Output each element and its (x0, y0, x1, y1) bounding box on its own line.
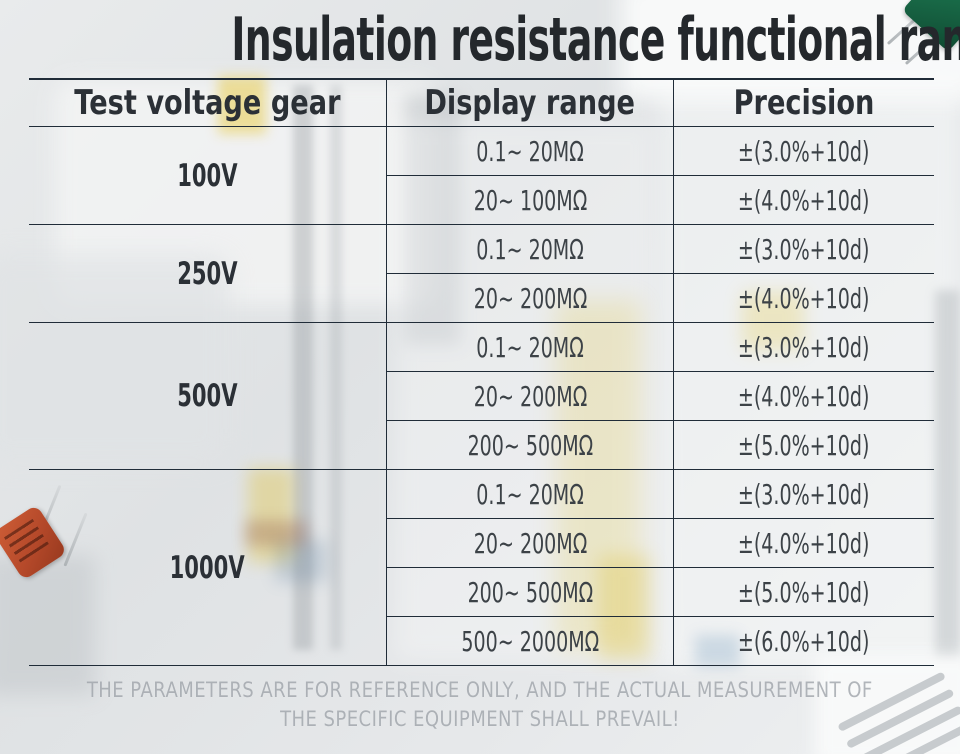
range-cell: 500~ 2000MΩ (387, 617, 674, 666)
precision-cell: ±(4.0%+10d) (674, 519, 934, 568)
disclaimer-line-2: THE SPECIFIC EQUIPMENT SHALL PREVAIL! (280, 707, 680, 732)
range-cell: 0.1~ 20MΩ (387, 127, 674, 176)
precision-cell: ±(4.0%+10d) (674, 176, 934, 225)
voltage-group-cell-1000v: 1000V (29, 470, 387, 666)
voltage-group-cell-500v: 500V (29, 323, 387, 470)
precision-cell: ±(3.0%+10d) (674, 323, 934, 372)
disclaimer-line-1: THE PARAMETERS ARE FOR REFERENCE ONLY, A… (87, 678, 873, 703)
range-cell: 0.1~ 20MΩ (387, 225, 674, 274)
range-cell: 20~ 200MΩ (387, 372, 674, 421)
header-cell-precision: Precision (674, 80, 934, 127)
range-cell: 0.1~ 20MΩ (387, 470, 674, 519)
voltage-group-cell-250v: 250V (29, 225, 387, 323)
range-cell: 20~ 100MΩ (387, 176, 674, 225)
disclaimer-text: THE PARAMETERS ARE FOR REFERENCE ONLY, A… (0, 676, 960, 734)
precision-cell: ±(5.0%+10d) (674, 568, 934, 617)
precision-cell: ±(3.0%+10d) (674, 225, 934, 274)
precision-cell: ±(5.0%+10d) (674, 421, 934, 470)
header-cell-test-voltage-gear: Test voltage gear (29, 80, 387, 127)
range-cell: 20~ 200MΩ (387, 519, 674, 568)
header-cell-display-range: Display range (387, 80, 674, 127)
precision-cell: ±(4.0%+10d) (674, 372, 934, 421)
spec-table: Test voltage gear Display range Precisio… (29, 78, 934, 666)
range-cell: 0.1~ 20MΩ (387, 323, 674, 372)
page-title: Insulation resistance functional range (231, 5, 960, 75)
precision-cell: ±(3.0%+10d) (674, 127, 934, 176)
range-cell: 200~ 500MΩ (387, 421, 674, 470)
range-cell: 200~ 500MΩ (387, 568, 674, 617)
precision-cell: ±(6.0%+10d) (674, 617, 934, 666)
background-cabinet-strip (935, 290, 960, 660)
voltage-group-cell-100v: 100V (29, 127, 387, 225)
range-cell: 20~ 200MΩ (387, 274, 674, 323)
precision-cell: ±(4.0%+10d) (674, 274, 934, 323)
precision-cell: ±(3.0%+10d) (674, 470, 934, 519)
